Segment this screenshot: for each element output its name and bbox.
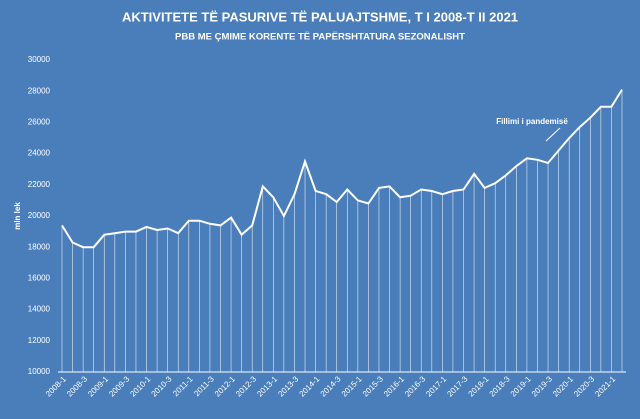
- x-tick-label: 2019-3: [530, 374, 554, 398]
- y-tick-label: 24000: [28, 149, 51, 158]
- x-tick-label: 2020-1: [551, 374, 575, 398]
- x-tick-label: 2010-3: [150, 374, 174, 398]
- y-tick-label: 30000: [28, 55, 51, 64]
- x-tick-label: 2019-1: [509, 374, 533, 398]
- x-tick-label: 2016-3: [403, 374, 427, 398]
- x-tick-label: 2014-3: [319, 374, 343, 398]
- x-tick-label: 2018-1: [467, 374, 491, 398]
- x-tick-label: 2008-1: [44, 374, 68, 398]
- x-tick-label: 2017-3: [445, 374, 469, 398]
- x-tick-label: 2011-3: [192, 374, 216, 398]
- y-tick-label: 20000: [28, 211, 51, 220]
- x-tick-label: 2014-1: [298, 374, 322, 398]
- y-tick-label: 22000: [28, 180, 51, 189]
- y-tick-label: 28000: [28, 86, 51, 95]
- x-tick-label: 2017-1: [424, 374, 448, 398]
- y-tick-label: 26000: [28, 118, 51, 127]
- x-tick-label: 2013-3: [276, 374, 300, 398]
- x-tick-label: 2011-1: [171, 374, 195, 398]
- x-tick-label: 2015-1: [340, 374, 364, 398]
- x-tick-label: 2012-1: [213, 374, 237, 398]
- y-tick-label: 18000: [28, 242, 51, 251]
- x-tick-label: 2013-1: [255, 374, 279, 398]
- x-tick-label: 2018-3: [488, 374, 512, 398]
- y-tick-label: 16000: [28, 274, 51, 283]
- y-tick-label: 14000: [28, 305, 51, 314]
- x-tick-label: 2020-3: [572, 374, 596, 398]
- y-axis-label: mln lek: [13, 202, 22, 230]
- x-tick-label: 2008-3: [65, 374, 89, 398]
- x-tick-label: 2009-1: [86, 374, 110, 398]
- x-tick-label: 2009-3: [107, 374, 131, 398]
- x-tick-label: 2016-1: [382, 374, 406, 398]
- y-tick-label: 12000: [28, 336, 51, 345]
- y-tick-label: 10000: [28, 367, 51, 376]
- annotation-pointer: [545, 127, 561, 142]
- x-tick-label: 2010-1: [128, 374, 152, 398]
- x-tick-label: 2021-1: [593, 374, 617, 398]
- x-tick-label: 2015-3: [361, 374, 385, 398]
- chart-title: AKTIVITETE TË PASURIVE TË PALUAJTSHME, T…: [122, 9, 518, 24]
- annotation: Fillimi i pandemisë: [496, 117, 568, 126]
- data-line: [61, 89, 623, 249]
- chart-subtitle: PBB ME ÇMIME KORENTE TË PAPËRSHTATURA SE…: [175, 32, 465, 43]
- x-tick-label: 2012-3: [234, 374, 258, 398]
